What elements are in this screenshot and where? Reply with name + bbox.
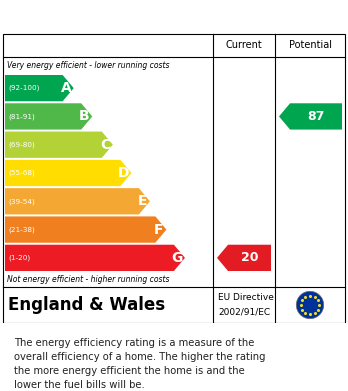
Text: (69-80): (69-80): [8, 142, 35, 148]
Text: F: F: [154, 222, 164, 237]
Text: (92-100): (92-100): [8, 85, 39, 91]
Polygon shape: [5, 245, 185, 271]
Polygon shape: [5, 188, 150, 214]
Text: A: A: [61, 81, 71, 95]
Text: G: G: [172, 251, 183, 265]
Text: E: E: [137, 194, 147, 208]
Text: England & Wales: England & Wales: [8, 296, 165, 314]
Text: Energy Efficiency Rating: Energy Efficiency Rating: [10, 9, 232, 24]
Polygon shape: [217, 245, 271, 271]
Polygon shape: [5, 75, 74, 101]
Polygon shape: [5, 103, 92, 129]
Polygon shape: [5, 131, 113, 158]
Text: EU Directive: EU Directive: [218, 294, 274, 303]
Text: B: B: [79, 109, 90, 124]
Polygon shape: [279, 103, 342, 129]
Polygon shape: [5, 160, 132, 186]
Text: 2002/91/EC: 2002/91/EC: [218, 307, 270, 316]
Text: (1-20): (1-20): [8, 255, 30, 261]
Text: D: D: [118, 166, 129, 180]
Polygon shape: [5, 217, 166, 243]
Text: (39-54): (39-54): [8, 198, 35, 204]
Text: (81-91): (81-91): [8, 113, 35, 120]
Text: Potential: Potential: [288, 40, 332, 50]
Text: Not energy efficient - higher running costs: Not energy efficient - higher running co…: [7, 276, 169, 285]
Text: Current: Current: [226, 40, 262, 50]
Text: Very energy efficient - lower running costs: Very energy efficient - lower running co…: [7, 61, 169, 70]
Text: The energy efficiency rating is a measure of the
overall efficiency of a home. T: The energy efficiency rating is a measur…: [14, 338, 266, 390]
Text: (21-38): (21-38): [8, 226, 35, 233]
Circle shape: [296, 291, 324, 319]
Text: 87: 87: [307, 110, 325, 123]
Text: (55-68): (55-68): [8, 170, 35, 176]
Text: C: C: [100, 138, 110, 152]
Text: 20: 20: [241, 251, 258, 264]
